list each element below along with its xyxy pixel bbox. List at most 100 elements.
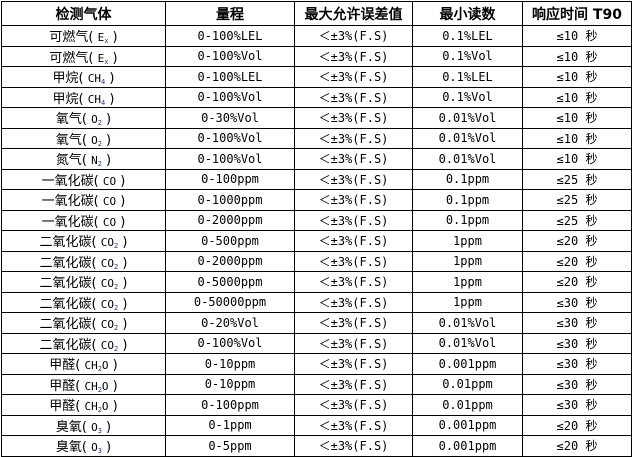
formula-main: CH	[84, 379, 98, 393]
header-response-time: 响应时间 T90	[522, 1, 632, 26]
max-error-cell: ＜±3%(F.S)	[294, 332, 413, 354]
range-cell: 0-100%LEL	[165, 25, 295, 47]
formula-main: CH	[84, 359, 98, 373]
gas-name: 氮气	[55, 153, 82, 169]
range-cell: 0-100%Vol	[165, 86, 295, 108]
gas-cell: 二氧化碳( CO2 )	[1, 230, 166, 252]
formula-subscript: 2	[114, 283, 119, 292]
min-reading-cell: 0.1%LEL	[412, 66, 523, 88]
min-reading-cell: 0.01%Vol	[412, 312, 523, 334]
range-cell: 0-5000ppm	[165, 271, 295, 293]
gas-formula: O3	[91, 421, 102, 435]
max-error-cell: ＜±3%(F.S)	[294, 189, 413, 211]
formula-subscript: 2	[114, 344, 119, 353]
max-error-cell: ＜±3%(F.S)	[294, 353, 413, 375]
response-time-cell: ≤20 秒	[522, 230, 632, 252]
gas-name: 臭氧	[55, 419, 82, 435]
formula-main: E	[97, 51, 105, 65]
table-row: 二氧化碳( CO2 ) 0-5000ppm ＜±3%(F.S) 1ppm ≤20 秒	[1, 271, 632, 293]
gas-cell: 一氧化碳( CO )	[1, 189, 166, 211]
range-cell: 0-2000ppm	[165, 209, 295, 231]
gas-formula: CO2	[100, 256, 119, 271]
max-error-cell: ＜±3%(F.S)	[294, 168, 413, 190]
formula-subscript: 2	[114, 262, 119, 271]
min-reading-cell: 0.01%Vol	[412, 107, 523, 129]
formula-subscript: 2	[97, 119, 102, 128]
gas-formula: N2	[91, 154, 102, 168]
gas-cell: 可燃气( Ex )	[1, 25, 166, 47]
min-reading-cell: 0.001ppm	[412, 435, 523, 457]
formula-tail: O	[101, 379, 109, 393]
table-row: 二氧化碳( CO2 ) 0-100%Vol ＜±3%(F.S) 0.01%Vol ≤30…	[1, 332, 632, 354]
formula-subscript: x	[104, 57, 109, 66]
max-error-cell: ＜±3%(F.S)	[294, 435, 413, 457]
response-time-cell: ≤30 秒	[522, 332, 632, 354]
gas-formula: CO	[103, 175, 116, 188]
header-range: 量程	[165, 1, 295, 26]
gas-cell: 可燃气( Ex )	[1, 45, 166, 67]
table-row: 氧气( O2 ) 0-30%Vol ＜±3%(F.S) 0.01%Vol ≤10 秒	[1, 107, 632, 129]
response-time-cell: ≤20 秒	[522, 271, 632, 293]
gas-formula: CH4	[88, 72, 105, 86]
table-row: 可燃气( Ex ) 0-100%LEL ＜±3%(F.S) 0.1%LEL ≤10 秒	[1, 25, 632, 47]
range-cell: 0-100ppm	[165, 394, 295, 416]
max-error-cell: ＜±3%(F.S)	[294, 25, 413, 47]
table-row: 甲醛( CH2O ) 0-10ppm ＜±3%(F.S) 0.001ppm ≤30 秒	[1, 353, 632, 375]
range-cell: 0-100%LEL	[165, 66, 295, 88]
response-time-cell: ≤10 秒	[522, 148, 632, 170]
gas-formula: O3	[91, 441, 102, 456]
range-cell: 0-100ppm	[165, 168, 295, 190]
range-cell: 0-1000ppm	[165, 189, 295, 211]
range-cell: 0-20%Vol	[165, 312, 295, 334]
max-error-cell: ＜±3%(F.S)	[294, 209, 413, 231]
formula-subscript: 2	[114, 303, 119, 312]
formula-subscript: 2	[97, 365, 102, 374]
formula-main: CH	[87, 92, 102, 106]
response-time-cell: ≤20 秒	[522, 250, 632, 272]
max-error-cell: ＜±3%(F.S)	[294, 394, 413, 416]
response-time-cell: ≤10 秒	[522, 86, 632, 108]
gas-name: 甲烷	[52, 91, 79, 107]
max-error-cell: ＜±3%(F.S)	[294, 66, 413, 88]
range-cell: 0-2000ppm	[165, 250, 295, 272]
response-time-cell: ≤30 秒	[522, 312, 632, 334]
formula-main: CO	[100, 256, 115, 270]
table-row: 二氧化碳( CO2 ) 0-20%Vol ＜±3%(F.S) 0.01%Vol ≤30 …	[1, 312, 632, 334]
formula-main: O	[91, 441, 98, 455]
formula-subscript: 4	[101, 98, 106, 107]
gas-formula: CO2	[100, 297, 119, 312]
formula-main: O	[91, 113, 98, 127]
response-time-cell: ≤25 秒	[522, 189, 632, 211]
range-cell: 0-100%Vol	[165, 332, 295, 354]
range-cell: 0-30%Vol	[165, 107, 295, 129]
formula-main: CO	[100, 297, 115, 311]
response-time-cell: ≤20 秒	[522, 414, 632, 436]
gas-name: 氧气	[55, 112, 82, 128]
response-time-cell: ≤10 秒	[522, 127, 632, 149]
gas-cell: 氧气( O2 )	[1, 127, 166, 149]
min-reading-cell: 0.1ppm	[412, 168, 523, 190]
table-row: 一氧化碳( CO ) 0-1000ppm ＜±3%(F.S) 0.1ppm ≤25 秒	[1, 189, 632, 211]
min-reading-cell: 1ppm	[412, 291, 523, 313]
response-time-cell: ≤10 秒	[522, 107, 632, 129]
range-cell: 0-100%Vol	[165, 45, 295, 67]
min-reading-cell: 0.1ppm	[412, 189, 523, 211]
header-max-error: 最大允许误差值	[294, 1, 413, 26]
response-time-cell: ≤30 秒	[522, 291, 632, 313]
formula-subscript: 3	[97, 447, 102, 456]
max-error-cell: ＜±3%(F.S)	[294, 312, 413, 334]
gas-name: 二氧化碳	[39, 317, 92, 333]
gas-cell: 甲醛( CH2O )	[1, 394, 166, 416]
gas-name: 氧气	[55, 132, 82, 148]
response-time-cell: ≤20 秒	[522, 435, 632, 457]
response-time-cell: ≤10 秒	[522, 25, 632, 47]
max-error-cell: ＜±3%(F.S)	[294, 127, 413, 149]
response-time-cell: ≤30 秒	[522, 373, 632, 395]
table-row: 甲烷( CH4 ) 0-100%LEL ＜±3%(F.S) 0.1%LEL ≤10 秒	[1, 66, 632, 88]
max-error-cell: ＜±3%(F.S)	[294, 107, 413, 129]
gas-formula: CO2	[101, 339, 119, 353]
range-cell: 0-100%Vol	[165, 148, 295, 170]
table-row: 甲醛( CH2O ) 0-100ppm ＜±3%(F.S) 0.01ppm ≤30 秒	[1, 394, 632, 416]
gas-cell: 氧气( O2 )	[1, 107, 166, 129]
